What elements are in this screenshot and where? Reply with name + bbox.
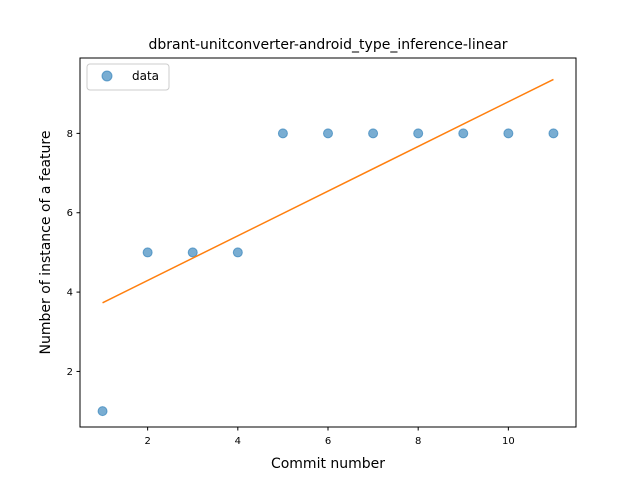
legend: data <box>86 63 170 91</box>
y-tick-label: 6 <box>67 208 73 219</box>
data-point <box>323 128 333 139</box>
x-tick-label: 4 <box>235 436 241 447</box>
y-tick-label: 8 <box>67 129 73 140</box>
x-tick-label: 10 <box>502 436 515 447</box>
chart-title: dbrant-unitconverter-android_type_infere… <box>148 37 507 53</box>
data-point <box>97 406 108 417</box>
y-tick-label: 4 <box>67 288 73 299</box>
data-point <box>368 128 379 139</box>
data-point <box>142 247 153 258</box>
data-point <box>458 128 469 139</box>
data-point <box>232 247 243 258</box>
data-point <box>413 128 424 139</box>
data-point <box>503 128 514 139</box>
y-axis-label: Number of instance of a feature <box>38 131 54 355</box>
x-tick-label: 8 <box>415 436 421 447</box>
legend-frame <box>86 63 170 91</box>
axis-ticks: 2 4 6 8 10 2 4 6 8 <box>67 129 515 447</box>
data-point <box>187 247 198 258</box>
x-tick-label: 6 <box>325 436 331 447</box>
data-point <box>277 128 288 139</box>
legend-marker <box>101 70 113 82</box>
data-point <box>548 128 559 139</box>
plot-area <box>97 78 559 417</box>
x-tick-label: 2 <box>144 436 150 447</box>
legend-label: data <box>132 69 159 83</box>
y-tick-label: 2 <box>67 367 73 378</box>
x-axis-label: Commit number <box>271 456 385 472</box>
fit-line <box>102 78 554 304</box>
